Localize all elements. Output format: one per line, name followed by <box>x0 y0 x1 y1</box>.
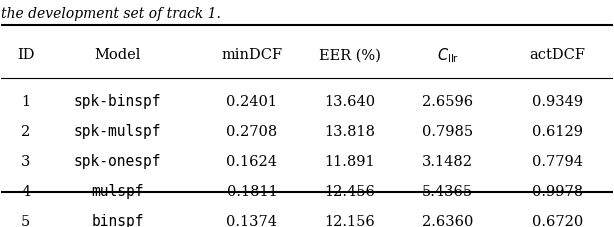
Text: 0.1374: 0.1374 <box>227 214 278 227</box>
Text: actDCF: actDCF <box>530 48 586 62</box>
Text: 3: 3 <box>21 154 31 168</box>
Text: 0.1811: 0.1811 <box>227 184 278 198</box>
Text: 0.6129: 0.6129 <box>532 124 583 138</box>
Text: 0.7985: 0.7985 <box>422 124 473 138</box>
Text: 0.1624: 0.1624 <box>227 154 278 168</box>
Text: 11.891: 11.891 <box>324 154 375 168</box>
Text: EER (%): EER (%) <box>319 48 381 62</box>
Text: 0.9349: 0.9349 <box>532 94 583 108</box>
Text: 12.156: 12.156 <box>324 214 375 227</box>
Text: ID: ID <box>17 48 34 62</box>
Text: 0.2708: 0.2708 <box>227 124 278 138</box>
Text: 0.9978: 0.9978 <box>532 184 583 198</box>
Text: 5.4365: 5.4365 <box>422 184 473 198</box>
Text: 2: 2 <box>21 124 31 138</box>
Text: 0.2401: 0.2401 <box>227 94 278 108</box>
Text: 5: 5 <box>21 214 31 227</box>
Text: spk-binspf: spk-binspf <box>74 94 161 109</box>
Text: mulspf: mulspf <box>91 183 144 198</box>
Text: spk-onespf: spk-onespf <box>74 153 161 168</box>
Text: minDCF: minDCF <box>222 48 282 62</box>
Text: Model: Model <box>95 48 141 62</box>
Text: the development set of track 1.: the development set of track 1. <box>1 7 221 21</box>
Text: 13.640: 13.640 <box>324 94 375 108</box>
Text: 1: 1 <box>21 94 31 108</box>
Text: 13.818: 13.818 <box>324 124 375 138</box>
Text: 4: 4 <box>21 184 31 198</box>
Text: binspf: binspf <box>91 213 144 227</box>
Text: spk-mulspf: spk-mulspf <box>74 124 161 139</box>
Text: 2.6360: 2.6360 <box>422 214 473 227</box>
Text: 0.6720: 0.6720 <box>532 214 583 227</box>
Text: 3.1482: 3.1482 <box>422 154 473 168</box>
Text: $C_{\mathrm{llr}}$: $C_{\mathrm{llr}}$ <box>437 46 459 64</box>
Text: 2.6596: 2.6596 <box>422 94 473 108</box>
Text: 12.456: 12.456 <box>324 184 375 198</box>
Text: 0.7794: 0.7794 <box>532 154 583 168</box>
